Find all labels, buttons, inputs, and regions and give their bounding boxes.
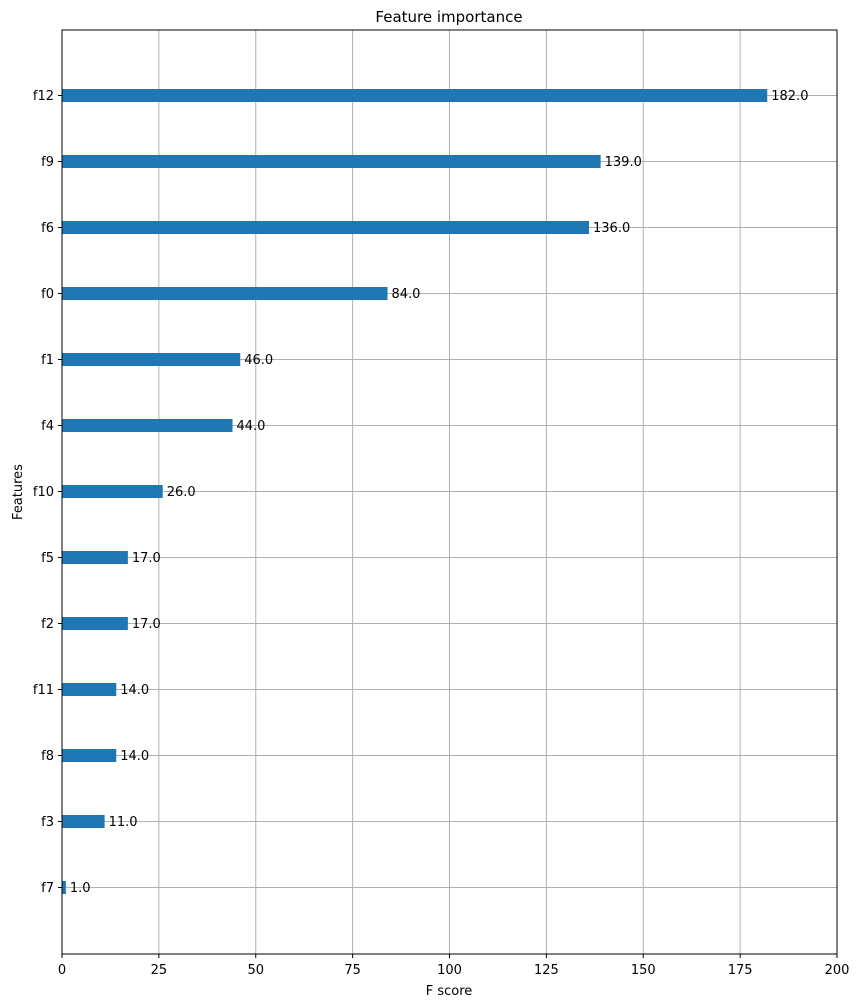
y-axis-ticks: f12 f9 f6 f0 f1 f4 f10 f5 f2 f11 f8 f3 f7 [33,89,62,896]
chart-title: Feature importance [375,8,522,26]
x-tick-label: 0 [58,963,66,978]
data-label-f4: 44.0 [237,419,266,434]
bars [62,89,768,894]
bar-f9 [62,155,601,168]
data-label-f0: 84.0 [392,287,421,302]
x-tick-label: 125 [534,963,559,978]
y-tick-label-f3: f3 [41,815,54,830]
y-axis-label: Features [11,464,26,520]
data-label-f9: 139.0 [605,155,642,170]
data-label-f3: 11.0 [109,815,138,830]
bar-f0 [62,287,388,300]
y-tick-label-f8: f8 [41,749,54,764]
data-label-f1: 46.0 [244,353,273,368]
data-labels: 182.0 139.0 136.0 84.0 46.0 44.0 26.0 17.0 17.0 1… [70,89,809,896]
bar-f8 [62,749,117,762]
y-tick-label-f10: f10 [33,485,54,500]
y-tick-label-f5: f5 [41,551,54,566]
bar-f2 [62,617,128,630]
data-label-f11: 14.0 [120,683,149,698]
data-label-f7: 1.0 [70,881,91,896]
data-label-f8: 14.0 [120,749,149,764]
x-tick-label: 75 [344,963,361,978]
data-label-f10: 26.0 [167,485,196,500]
bar-f10 [62,485,163,498]
x-tick-label: 200 [825,963,850,978]
x-tick-label: 175 [728,963,753,978]
y-tick-label-f1: f1 [41,353,54,368]
y-tick-label-f4: f4 [41,419,54,434]
data-label-f12: 182.0 [771,89,808,104]
data-label-f2: 17.0 [132,617,161,632]
bar-f3 [62,815,105,828]
y-tick-label-f7: f7 [41,881,54,896]
bar-f7 [62,881,66,894]
bar-f12 [62,89,768,102]
y-tick-label-f11: f11 [33,683,54,698]
y-tick-label-f2: f2 [41,617,54,632]
y-tick-label-f12: f12 [33,89,54,104]
x-tick-label: 150 [631,963,656,978]
y-tick-label-f9: f9 [41,155,54,170]
bar-f1 [62,353,241,366]
y-tick-label-f0: f0 [41,287,54,302]
x-tick-label: 25 [151,963,168,978]
bar-f5 [62,551,128,564]
x-tick-label: 50 [247,963,264,978]
x-tick-label: 100 [437,963,462,978]
x-axis-ticks: 0 25 50 75 100 125 150 175 200 [58,954,850,978]
y-tick-label-f6: f6 [41,221,54,236]
bar-f4 [62,419,233,432]
data-label-f6: 136.0 [593,221,630,236]
x-axis-label: F score [426,984,473,999]
data-label-f5: 17.0 [132,551,161,566]
bar-f6 [62,221,589,234]
bar-f11 [62,683,117,696]
